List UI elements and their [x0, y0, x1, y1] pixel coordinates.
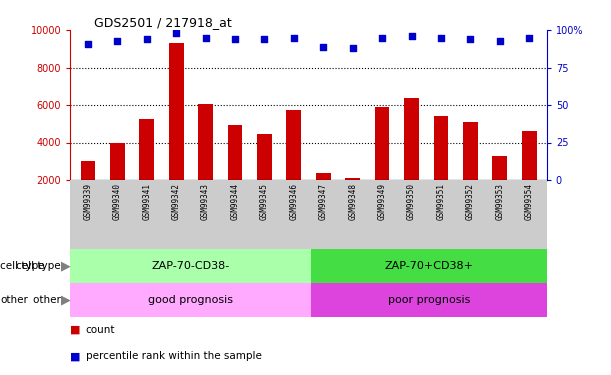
Bar — [312, 249, 547, 283]
Text: percentile rank within the sample: percentile rank within the sample — [86, 351, 262, 361]
Text: ZAP-70-CD38-: ZAP-70-CD38- — [152, 261, 230, 271]
Text: GDS2501 / 217918_at: GDS2501 / 217918_at — [94, 16, 232, 29]
Bar — [70, 283, 312, 317]
Text: GSM99354: GSM99354 — [525, 183, 533, 220]
Text: GSM99339: GSM99339 — [84, 183, 92, 220]
Text: count: count — [86, 325, 115, 335]
Text: poor prognosis: poor prognosis — [388, 295, 470, 305]
Text: GSM99343: GSM99343 — [201, 183, 210, 220]
Text: ■: ■ — [70, 325, 84, 335]
Text: GSM99350: GSM99350 — [407, 183, 416, 220]
Text: GSM99349: GSM99349 — [378, 183, 387, 220]
Point — [318, 44, 328, 50]
Bar — [198, 104, 213, 180]
Bar — [287, 110, 301, 180]
Bar — [434, 116, 448, 180]
Point — [377, 34, 387, 40]
Point — [524, 34, 534, 40]
Bar — [404, 98, 419, 180]
Bar — [257, 134, 272, 180]
Point — [407, 33, 417, 39]
Bar — [70, 249, 312, 283]
Text: ▶: ▶ — [61, 294, 71, 306]
Text: ■: ■ — [70, 351, 84, 361]
Bar — [345, 178, 360, 180]
Point — [260, 36, 269, 42]
Text: ▶: ▶ — [60, 261, 69, 271]
Point — [436, 34, 446, 40]
Text: GSM99342: GSM99342 — [172, 183, 181, 220]
Bar — [81, 161, 95, 180]
Text: ▶: ▶ — [60, 295, 69, 305]
Point — [495, 38, 505, 44]
Text: ▶: ▶ — [61, 260, 71, 273]
Point — [112, 38, 122, 44]
Bar — [110, 144, 125, 180]
Text: other: other — [33, 295, 64, 305]
Text: GSM99353: GSM99353 — [496, 183, 504, 220]
Text: GSM99344: GSM99344 — [230, 183, 240, 220]
Bar — [169, 43, 183, 180]
Point — [171, 30, 181, 36]
Point — [289, 34, 299, 40]
Text: GSM99348: GSM99348 — [348, 183, 357, 220]
Text: GSM99340: GSM99340 — [113, 183, 122, 220]
Bar — [228, 124, 243, 180]
Text: GSM99341: GSM99341 — [142, 183, 152, 220]
Bar — [463, 122, 478, 180]
Point — [230, 36, 240, 42]
Text: GSM99346: GSM99346 — [290, 183, 298, 220]
Text: other: other — [0, 295, 28, 305]
Text: GSM99351: GSM99351 — [436, 183, 445, 220]
Text: ZAP-70+CD38+: ZAP-70+CD38+ — [385, 261, 474, 271]
Bar — [139, 119, 154, 180]
Text: GSM99345: GSM99345 — [260, 183, 269, 220]
Point — [83, 40, 93, 46]
Text: cell type: cell type — [16, 261, 64, 271]
Point — [200, 34, 210, 40]
Text: GSM99347: GSM99347 — [319, 183, 327, 220]
Point — [348, 45, 357, 51]
Bar — [522, 131, 536, 180]
Bar — [316, 173, 331, 180]
Bar — [375, 107, 389, 180]
Text: good prognosis: good prognosis — [148, 295, 233, 305]
Text: GSM99352: GSM99352 — [466, 183, 475, 220]
Text: cell type: cell type — [0, 261, 45, 271]
Point — [466, 36, 475, 42]
Bar — [312, 283, 547, 317]
Bar — [492, 156, 507, 180]
Point — [142, 36, 152, 42]
